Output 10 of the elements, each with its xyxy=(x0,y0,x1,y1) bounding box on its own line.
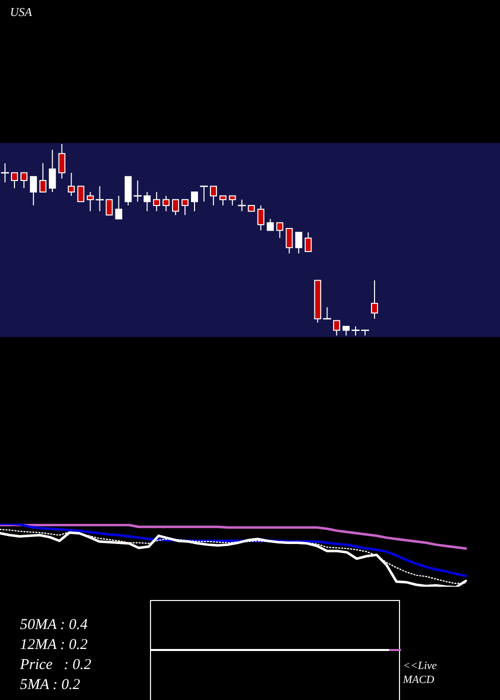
text: Price : 0.2 xyxy=(20,656,92,675)
candlestick xyxy=(1,163,9,182)
text: 50MA : 0.4 xyxy=(20,616,88,635)
text: 12MA : 0.2 xyxy=(20,636,88,655)
text: <<Live MACD xyxy=(403,659,438,687)
candlestick xyxy=(134,180,142,202)
text: 5MA : 0.2 xyxy=(20,676,80,695)
candlestick xyxy=(323,307,332,320)
chart-title: USA xyxy=(10,4,32,20)
candlestick xyxy=(200,186,208,202)
